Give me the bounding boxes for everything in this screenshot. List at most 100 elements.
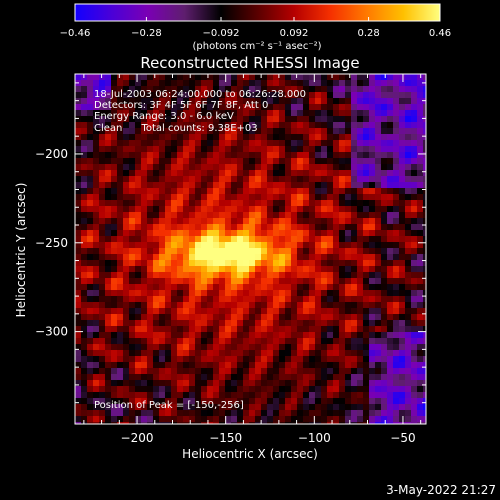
heatmap-cell bbox=[249, 266, 256, 273]
heatmap-cell bbox=[345, 290, 352, 297]
heatmap-cell bbox=[249, 398, 256, 405]
heatmap-cell bbox=[339, 398, 346, 405]
heatmap-cell bbox=[105, 182, 112, 189]
heatmap-cell bbox=[129, 308, 136, 315]
heatmap-cell bbox=[219, 104, 226, 111]
heatmap-cell bbox=[423, 320, 426, 327]
heatmap-cell bbox=[117, 74, 124, 81]
heatmap-cell bbox=[129, 128, 136, 135]
heatmap-cell bbox=[231, 194, 238, 201]
heatmap-cell bbox=[399, 356, 406, 363]
heatmap-cell bbox=[345, 176, 352, 183]
heatmap-cell bbox=[183, 326, 190, 333]
heatmap-cell bbox=[147, 374, 154, 381]
heatmap-cell bbox=[93, 272, 100, 279]
x-axis-title: Heliocentric X (arcsec) bbox=[182, 447, 318, 461]
heatmap-cell bbox=[405, 380, 412, 387]
heatmap-cell bbox=[357, 104, 364, 111]
heatmap-cell bbox=[321, 152, 328, 159]
heatmap-cell bbox=[369, 416, 376, 423]
heatmap-cell bbox=[387, 296, 394, 303]
heatmap-cell bbox=[399, 338, 406, 345]
heatmap-cell bbox=[201, 116, 208, 123]
heatmap-cell bbox=[279, 128, 286, 135]
heatmap-cell bbox=[189, 200, 196, 207]
heatmap-cell bbox=[255, 356, 262, 363]
heatmap-cell bbox=[381, 128, 388, 135]
heatmap-cell bbox=[165, 308, 172, 315]
heatmap-cell bbox=[249, 122, 256, 129]
heatmap-cell bbox=[261, 296, 268, 303]
heatmap-cell bbox=[195, 248, 202, 255]
heatmap-cell bbox=[303, 392, 310, 399]
heatmap-cell bbox=[123, 380, 130, 387]
heatmap-cell bbox=[201, 368, 208, 375]
heatmap-cell bbox=[273, 86, 280, 93]
heatmap-cell bbox=[177, 80, 184, 87]
heatmap-cell bbox=[351, 134, 358, 141]
heatmap-cell bbox=[153, 308, 160, 315]
heatmap-cell bbox=[237, 74, 244, 81]
heatmap-cell bbox=[399, 80, 406, 87]
heatmap-cell bbox=[261, 374, 268, 381]
heatmap-cell bbox=[417, 296, 424, 303]
heatmap-cell bbox=[363, 200, 370, 207]
heatmap-cell bbox=[207, 224, 214, 231]
heatmap-cell bbox=[159, 254, 166, 261]
heatmap-cell bbox=[387, 86, 394, 93]
heatmap-cell bbox=[87, 116, 94, 123]
heatmap-cell bbox=[135, 320, 142, 327]
heatmap-cell bbox=[129, 398, 136, 405]
heatmap-cell bbox=[405, 218, 412, 225]
heatmap-cell bbox=[345, 368, 352, 375]
heatmap-cell bbox=[345, 350, 352, 357]
heatmap-cell bbox=[237, 212, 244, 219]
heatmap-cell bbox=[153, 212, 160, 219]
heatmap-cell bbox=[147, 236, 154, 243]
heatmap-cell bbox=[279, 212, 286, 219]
heatmap-cell bbox=[297, 302, 304, 309]
heatmap-cell bbox=[333, 242, 340, 249]
heatmap-cell bbox=[243, 416, 250, 423]
heatmap-cell bbox=[279, 350, 286, 357]
heatmap-cell bbox=[333, 158, 340, 165]
heatmap-cell bbox=[219, 374, 226, 381]
heatmap-cell bbox=[99, 134, 106, 141]
heatmap-cell bbox=[237, 146, 244, 153]
heatmap-cell bbox=[261, 152, 268, 159]
heatmap-cell bbox=[231, 122, 238, 129]
heatmap-cell bbox=[141, 332, 148, 339]
heatmap-cell bbox=[99, 230, 106, 237]
heatmap-cell bbox=[309, 344, 316, 351]
heatmap-cell bbox=[129, 362, 136, 369]
heatmap-cell bbox=[213, 302, 220, 309]
heatmap-cell bbox=[171, 416, 178, 423]
heatmap-cell bbox=[417, 188, 424, 195]
heatmap-cell bbox=[237, 182, 244, 189]
heatmap-cell bbox=[129, 326, 136, 333]
heatmap-cell bbox=[417, 248, 424, 255]
heatmap-cell bbox=[261, 386, 268, 393]
heatmap-cell bbox=[357, 392, 364, 399]
heatmap-cell bbox=[405, 236, 412, 243]
heatmap-cell bbox=[129, 200, 136, 207]
heatmap-cell bbox=[135, 206, 142, 213]
heatmap-cell bbox=[177, 134, 184, 141]
heatmap-cell bbox=[345, 362, 352, 369]
heatmap-cell bbox=[321, 86, 328, 93]
heatmap-cell bbox=[291, 152, 298, 159]
heatmap-cell bbox=[141, 152, 148, 159]
heatmap-cell bbox=[393, 158, 400, 165]
heatmap-cell bbox=[75, 158, 82, 165]
heatmap-cell bbox=[177, 296, 184, 303]
heatmap-cell bbox=[309, 182, 316, 189]
heatmap-cell bbox=[135, 284, 142, 291]
heatmap-cell bbox=[369, 122, 376, 129]
heatmap-cell bbox=[129, 278, 136, 285]
heatmap-cell bbox=[189, 236, 196, 243]
heatmap-cell bbox=[285, 170, 292, 177]
heatmap-cell bbox=[393, 386, 400, 393]
heatmap-cell bbox=[393, 332, 400, 339]
heatmap-cell bbox=[411, 158, 418, 165]
heatmap-cell bbox=[285, 122, 292, 129]
